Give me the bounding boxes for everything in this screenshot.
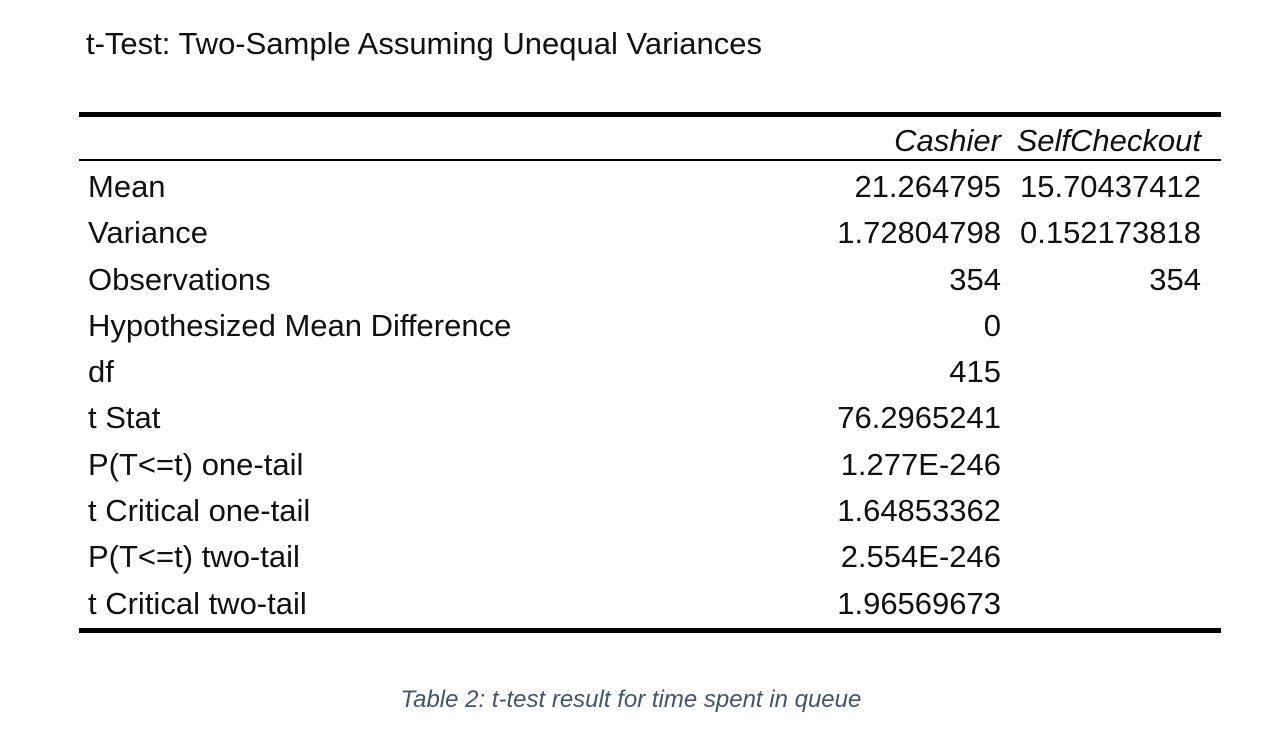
row-label: Hypothesized Mean Difference bbox=[88, 307, 512, 343]
column-header-cashier: Cashier bbox=[894, 123, 1001, 158]
table-title: t-Test: Two-Sample Assuming Unequal Vari… bbox=[86, 26, 763, 61]
row-label: P(T<=t) two-tail bbox=[88, 539, 300, 575]
row-label: Mean bbox=[88, 169, 166, 204]
table-row: P(T<=t) one-tail 1.277E-246 bbox=[79, 441, 1221, 487]
table-row: t Critical one-tail 1.64853362 bbox=[79, 487, 1221, 533]
row-label: t Critical two-tail bbox=[88, 585, 307, 621]
cashier-value: 354 bbox=[949, 261, 1001, 297]
row-label: df bbox=[88, 354, 114, 390]
table-body: Mean 21.264795 15.70437412 Variance 1.72… bbox=[79, 161, 1221, 628]
row-label: P(T<=t) one-tail bbox=[88, 446, 304, 482]
cashier-value: 415 bbox=[949, 354, 1001, 390]
table-row: P(T<=t) two-tail 2.554E-246 bbox=[79, 533, 1221, 579]
table-row: df 415 bbox=[79, 348, 1221, 394]
column-header-selfcheckout: SelfCheckout bbox=[1016, 123, 1201, 158]
selfcheckout-value: 15.70437412 bbox=[1019, 169, 1201, 204]
t-test-table: Cashier SelfCheckout Mean 21.264795 15.7… bbox=[79, 112, 1221, 633]
row-label: t Stat bbox=[88, 400, 161, 436]
table-row: Variance 1.72804798 0.152173818 bbox=[79, 209, 1221, 255]
table-row: Mean 21.264795 15.70437412 bbox=[79, 163, 1221, 209]
table-row: t Stat 76.2965241 bbox=[79, 394, 1221, 440]
table-row: Observations 354 354 bbox=[79, 256, 1221, 302]
table-row: t Critical two-tail 1.96569673 bbox=[79, 580, 1221, 626]
row-label: t Critical one-tail bbox=[88, 493, 311, 529]
selfcheckout-value: 0.152173818 bbox=[1019, 215, 1201, 251]
cashier-value: 1.64853362 bbox=[837, 493, 1001, 529]
cashier-value: 1.72804798 bbox=[837, 215, 1001, 251]
cashier-value: 76.2965241 bbox=[837, 400, 1001, 436]
cashier-value: 21.264795 bbox=[854, 169, 1001, 204]
selfcheckout-value: 354 bbox=[1149, 261, 1201, 297]
cashier-value: 2.554E-246 bbox=[840, 539, 1001, 575]
table-header-row: Cashier SelfCheckout bbox=[79, 117, 1221, 161]
cashier-value: 0 bbox=[983, 307, 1001, 343]
cashier-value: 1.277E-246 bbox=[840, 446, 1001, 482]
cashier-value: 1.96569673 bbox=[837, 585, 1001, 621]
table-row: Hypothesized Mean Difference 0 bbox=[79, 302, 1221, 348]
table-caption: Table 2: t-test result for time spent in… bbox=[400, 686, 862, 713]
row-label: Observations bbox=[88, 261, 271, 297]
row-label: Variance bbox=[88, 215, 209, 251]
